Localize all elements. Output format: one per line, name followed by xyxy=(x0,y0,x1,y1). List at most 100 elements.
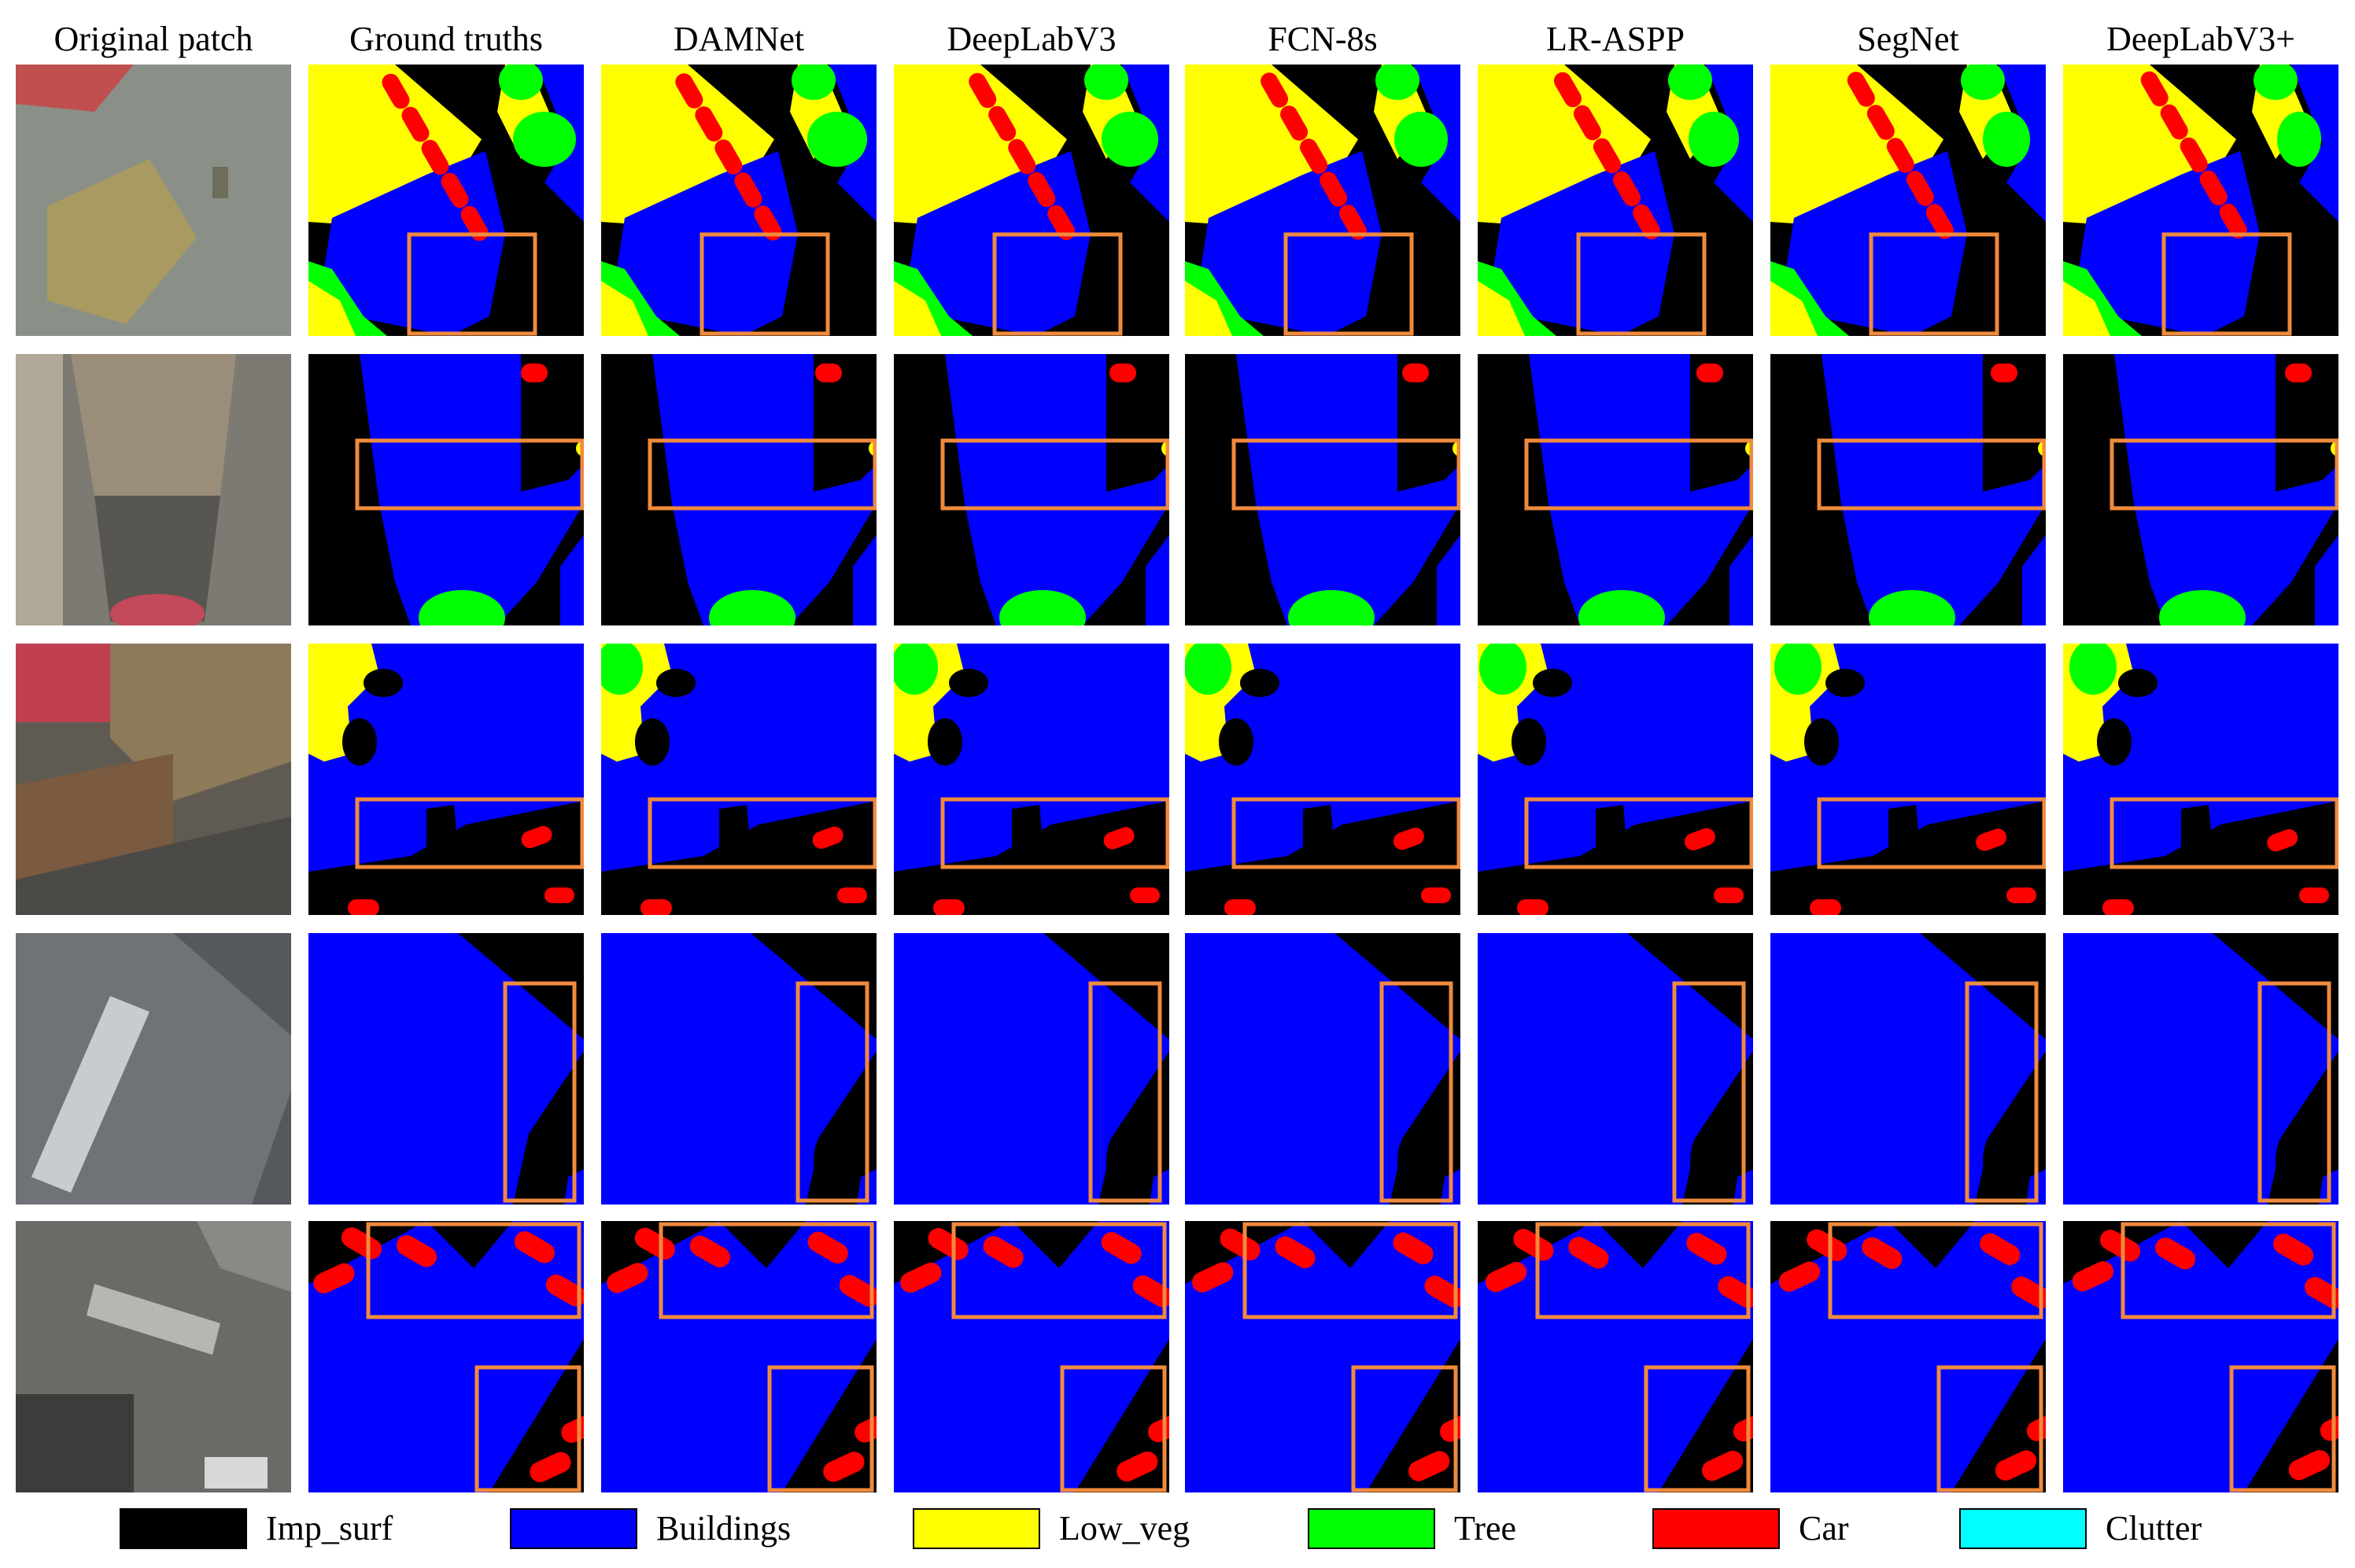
segmentation-map xyxy=(1185,65,1460,336)
legend-swatch xyxy=(913,1508,1040,1549)
highlight-box xyxy=(1936,1365,2043,1492)
legend-label: Car xyxy=(1799,1509,1849,1548)
highlight-box xyxy=(2110,797,2338,869)
highlight-box xyxy=(1242,1222,1458,1319)
legend-swatch xyxy=(510,1508,637,1549)
segmentation-map xyxy=(1185,354,1460,625)
highlight-box xyxy=(648,797,877,869)
highlight-box xyxy=(1379,981,1453,1203)
column-header: Ground truths xyxy=(349,20,543,58)
highlight-box xyxy=(1283,232,1414,336)
highlight-box xyxy=(2121,1222,2336,1319)
highlight-box xyxy=(1088,981,1162,1203)
column-header: LR-ASPP xyxy=(1545,20,1685,58)
legend-swatch xyxy=(1308,1508,1435,1549)
segmentation-map xyxy=(601,354,877,625)
segmentation-map xyxy=(1770,65,2046,336)
segmentation-map xyxy=(2063,1221,2338,1492)
highlight-box xyxy=(1828,1222,2043,1319)
original-patch-image xyxy=(16,65,291,336)
highlight-box xyxy=(1060,1365,1167,1492)
segmentation-map xyxy=(308,354,584,625)
highlight-box xyxy=(1351,1365,1458,1492)
highlight-box xyxy=(1869,232,1999,336)
legend-swatch xyxy=(1959,1508,2087,1549)
segmentation-map xyxy=(308,65,584,336)
highlight-box xyxy=(2110,438,2338,511)
highlight-box xyxy=(1231,797,1460,869)
segmentation-map xyxy=(2063,644,2338,915)
segmentation-map xyxy=(1478,65,1753,336)
highlight-box xyxy=(2161,232,2292,336)
original-patch-image xyxy=(16,1221,291,1492)
segmentation-map xyxy=(894,644,1169,915)
highlight-box xyxy=(366,1222,581,1319)
column-header: DAMNet xyxy=(673,20,805,58)
segmentation-map xyxy=(1478,644,1753,915)
highlight-box xyxy=(355,797,584,869)
highlight-box xyxy=(648,438,877,511)
highlight-box xyxy=(951,1222,1167,1319)
highlight-box xyxy=(659,1222,874,1319)
highlight-box xyxy=(699,232,830,336)
legend-label: Tree xyxy=(1454,1509,1517,1548)
segmentation-map xyxy=(601,65,877,336)
segmentation-map xyxy=(2063,65,2338,336)
segmentation-map xyxy=(1770,354,2046,625)
highlight-box xyxy=(1672,981,1746,1203)
segmentation-map xyxy=(601,933,877,1205)
segmentation-map xyxy=(1185,933,1460,1205)
segmentation-map xyxy=(894,354,1169,625)
column-header: DeepLabV3 xyxy=(947,20,1117,58)
segmentation-map xyxy=(1185,1221,1460,1492)
column-header: Original patch xyxy=(54,20,253,58)
highlight-box xyxy=(1535,1222,1751,1319)
legend-swatch xyxy=(1652,1508,1780,1549)
highlight-box xyxy=(503,981,577,1203)
segmentation-map xyxy=(894,1221,1169,1492)
highlight-box xyxy=(1524,797,1753,869)
highlight-box xyxy=(767,1365,874,1492)
highlight-box xyxy=(474,1365,581,1492)
segmentation-map xyxy=(1478,933,1753,1205)
segmentation-map xyxy=(1185,644,1460,915)
highlight-box xyxy=(1644,1365,1751,1492)
segmentation-map xyxy=(308,1221,584,1492)
segmentation-map xyxy=(894,933,1169,1205)
original-patch-image xyxy=(16,644,291,915)
highlight-box xyxy=(355,438,584,511)
highlight-box xyxy=(940,438,1169,511)
segmentation-map xyxy=(601,1221,877,1492)
highlight-box xyxy=(407,232,537,336)
column-header: SegNet xyxy=(1857,20,1959,58)
highlight-box xyxy=(1231,438,1460,511)
highlight-box xyxy=(795,981,869,1203)
segmentation-map xyxy=(308,933,584,1205)
segmentation-map xyxy=(1478,354,1753,625)
highlight-box xyxy=(1576,232,1707,336)
segmentation-map xyxy=(1770,644,2046,915)
segmentation-map xyxy=(308,644,584,915)
original-patch-image xyxy=(16,933,291,1205)
highlight-box xyxy=(2229,1365,2336,1492)
segmentation-map xyxy=(1478,1221,1753,1492)
legend-label: Clutter xyxy=(2106,1509,2202,1548)
legend-label: Imp_surf xyxy=(266,1509,393,1548)
highlight-box xyxy=(1965,981,2039,1203)
highlight-box xyxy=(1524,438,1753,511)
legend-label: Low_veg xyxy=(1059,1509,1190,1548)
highlight-box xyxy=(1817,797,2046,869)
column-header: FCN-8s xyxy=(1268,20,1378,58)
segmentation-map xyxy=(1770,933,2046,1205)
segmentation-map xyxy=(894,65,1169,336)
original-patch-image xyxy=(16,354,291,625)
segmentation-map xyxy=(2063,354,2338,625)
highlight-box xyxy=(1817,438,2046,511)
column-header: DeepLabV3+ xyxy=(2106,20,2295,58)
legend-label: Buildings xyxy=(656,1509,792,1548)
segmentation-map xyxy=(2063,933,2338,1205)
segmentation-map xyxy=(601,644,877,915)
highlight-box xyxy=(940,797,1169,869)
highlight-box xyxy=(2257,981,2331,1203)
